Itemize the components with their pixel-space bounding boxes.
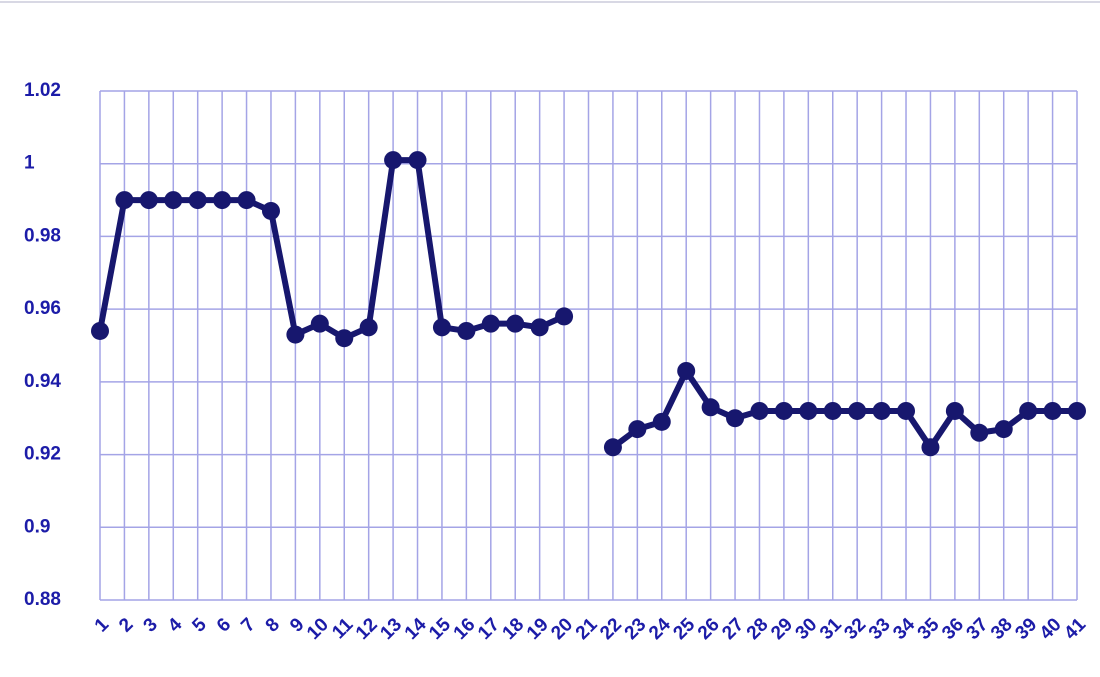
marker bbox=[91, 321, 109, 340]
marker bbox=[774, 401, 793, 420]
y-tick-label: 1 bbox=[24, 153, 35, 174]
y-tick-label: 0.92 bbox=[24, 444, 61, 465]
marker bbox=[897, 401, 916, 420]
marker bbox=[994, 420, 1013, 439]
marker bbox=[359, 318, 378, 337]
marker bbox=[213, 191, 232, 210]
x-tick-label: 9 bbox=[286, 614, 308, 636]
marker bbox=[506, 314, 525, 333]
marker bbox=[872, 401, 891, 420]
marker bbox=[1043, 401, 1062, 420]
y-tick-label: 0.98 bbox=[24, 225, 61, 246]
marker bbox=[652, 412, 671, 431]
marker bbox=[457, 321, 476, 340]
marker bbox=[408, 151, 427, 170]
marker bbox=[286, 325, 305, 344]
marker bbox=[823, 401, 842, 420]
marker bbox=[701, 398, 720, 417]
marker bbox=[115, 191, 134, 210]
marker bbox=[555, 307, 574, 326]
marker bbox=[628, 420, 647, 439]
x-tick-label: 4 bbox=[164, 614, 187, 637]
marker bbox=[237, 191, 256, 210]
y-tick-label: 0.88 bbox=[24, 589, 61, 610]
marker bbox=[1019, 401, 1038, 420]
x-tick-label: 5 bbox=[188, 614, 211, 637]
marker bbox=[970, 423, 989, 442]
marker bbox=[310, 314, 329, 333]
x-tick-label: 1 bbox=[91, 614, 114, 637]
marker bbox=[481, 314, 500, 333]
x-tick-label: 41 bbox=[1060, 614, 1090, 644]
marker bbox=[188, 191, 207, 210]
x-tick-label: 6 bbox=[213, 614, 235, 636]
marker bbox=[750, 401, 769, 420]
marker bbox=[603, 438, 622, 457]
x-tick-label: 2 bbox=[115, 614, 137, 636]
marker bbox=[848, 401, 867, 420]
marker bbox=[530, 318, 549, 337]
marker bbox=[335, 329, 354, 348]
marker bbox=[945, 401, 964, 420]
y-tick-label: 0.9 bbox=[24, 516, 50, 537]
y-tick-label: 0.94 bbox=[24, 371, 61, 392]
y-tick-label: 1.02 bbox=[24, 80, 61, 101]
x-tick-label: 8 bbox=[262, 614, 284, 636]
y-tick-label: 0.96 bbox=[24, 298, 61, 319]
marker bbox=[921, 438, 940, 457]
x-tick-label: 3 bbox=[140, 614, 162, 636]
marker bbox=[164, 191, 183, 210]
marker bbox=[799, 401, 818, 420]
marker bbox=[1068, 401, 1086, 420]
marker bbox=[384, 151, 403, 170]
marker bbox=[139, 191, 158, 210]
marker bbox=[677, 361, 696, 380]
marker bbox=[261, 201, 280, 220]
marker bbox=[432, 318, 451, 337]
x-tick-label: 7 bbox=[237, 614, 259, 636]
marker bbox=[726, 409, 745, 428]
